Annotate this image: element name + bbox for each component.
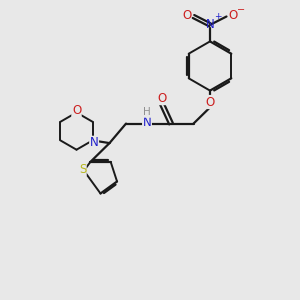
Text: O: O <box>72 104 81 118</box>
Text: O: O <box>206 95 214 109</box>
Text: S: S <box>79 163 86 176</box>
Text: +: + <box>214 12 221 21</box>
Text: O: O <box>229 9 238 22</box>
Text: O: O <box>182 9 191 22</box>
Text: H: H <box>143 107 151 117</box>
Text: N: N <box>206 18 214 32</box>
Text: N: N <box>90 136 98 149</box>
Text: O: O <box>158 92 166 105</box>
Text: N: N <box>142 116 152 129</box>
Text: −: − <box>237 5 246 15</box>
